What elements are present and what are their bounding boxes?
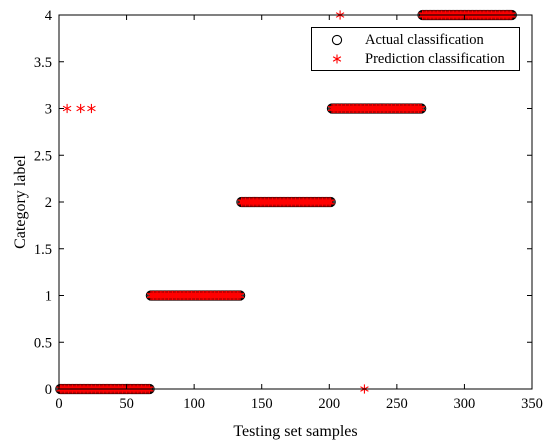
asterisk-marker-icon (332, 54, 342, 64)
prediction-outlier-point (62, 103, 72, 114)
legend-item-prediction: Prediction classification (312, 50, 519, 68)
legend-label-prediction: Prediction classification (365, 51, 505, 67)
circle-marker-icon (331, 34, 343, 46)
y-tick-label: 3 (45, 102, 52, 118)
legend-item-actual: Actual classification (312, 31, 519, 49)
prediction-point (234, 290, 243, 301)
prediction-outlier-point (76, 103, 85, 114)
prediction-point (416, 103, 426, 114)
y-tick-label: 0 (45, 382, 52, 398)
prediction-point (325, 197, 334, 207)
legend: Actual classification Prediction classif… (311, 27, 520, 71)
prediction-point (326, 197, 335, 207)
x-tick-label: 250 (386, 396, 408, 412)
axis-ticks: 0 50 100 150 200 250 300 350 0 0.5 1 1.5 2 2.5 3 3.5 4 (34, 8, 543, 412)
y-tick-label: 1 (45, 289, 52, 305)
x-tick-label: 350 (521, 396, 543, 412)
y-tick-label: 2 (45, 195, 52, 211)
x-tick-label: 200 (318, 396, 340, 412)
x-tick-label: 50 (119, 396, 134, 412)
y-tick-label: 0.5 (34, 335, 52, 351)
y-tick-label: 3.5 (34, 55, 52, 71)
x-tick-label: 0 (55, 396, 62, 412)
x-axis-label: Testing set samples (233, 423, 357, 440)
x-tick-label: 100 (183, 396, 205, 412)
legend-label-actual: Actual classification (365, 32, 484, 48)
y-tick-label: 2.5 (34, 148, 52, 164)
x-tick-label: 300 (454, 396, 476, 412)
prediction-outlier-point (87, 103, 96, 114)
y-axis-label: Category label (12, 155, 29, 249)
prediction-point (415, 103, 425, 114)
x-tick-label: 150 (251, 396, 273, 412)
y-tick-label: 1.5 (34, 242, 52, 258)
prediction-point (235, 290, 245, 301)
y-tick-label: 4 (45, 8, 53, 24)
